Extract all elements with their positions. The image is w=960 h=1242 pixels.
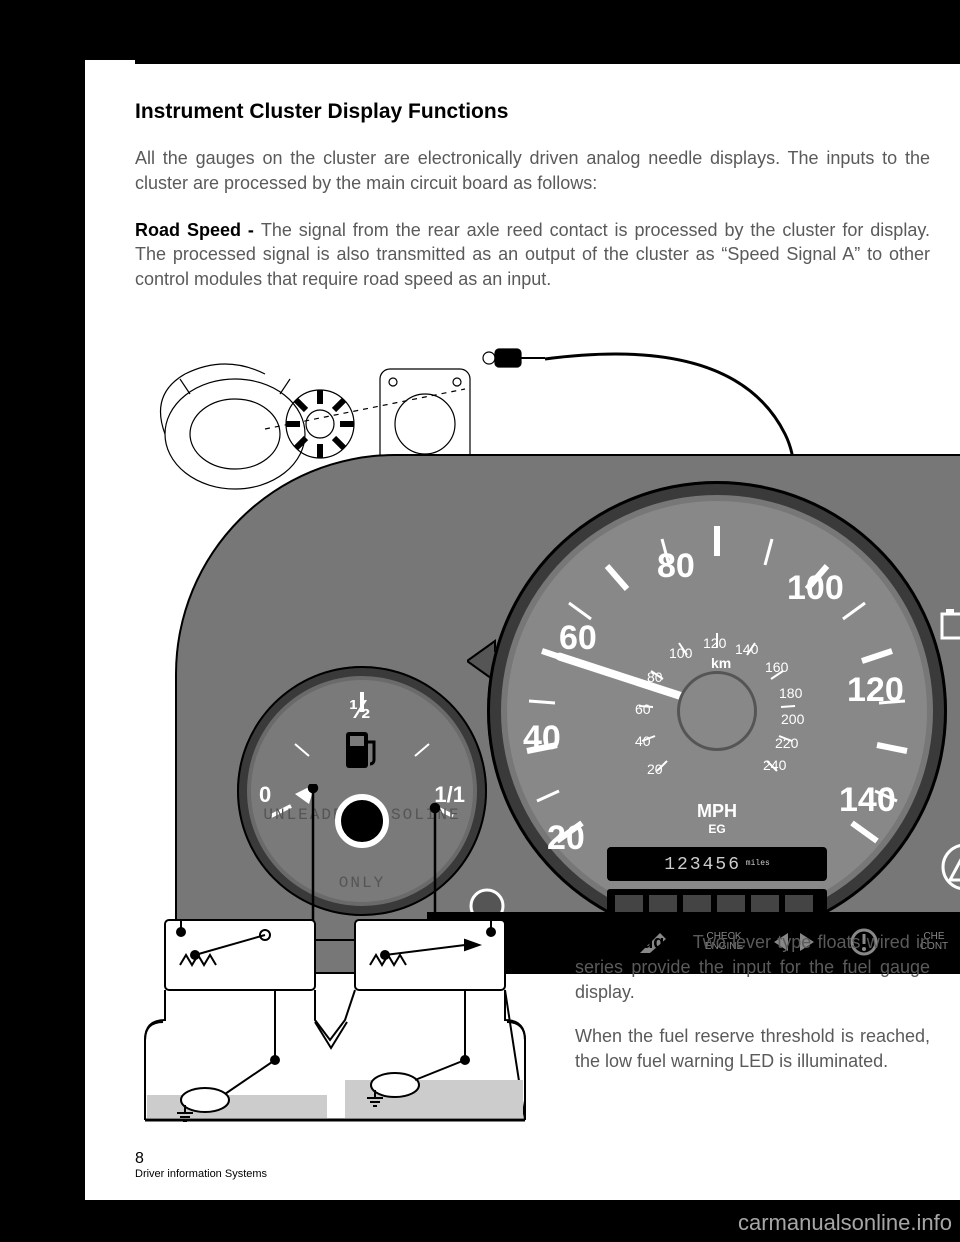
mph-text: MPH xyxy=(697,801,737,821)
section-heading: Instrument Cluster Display Functions xyxy=(135,100,930,124)
road-speed-paragraph: Road Speed - The signal from the rear ax… xyxy=(135,218,930,292)
intro-paragraph: All the gauges on the cluster are electr… xyxy=(135,146,930,196)
fuel-gauge-paragraph-1: Fuel Gauge - Two lever type floats wired… xyxy=(575,930,930,1004)
inner-180: 180 xyxy=(779,685,802,701)
inner-220: 220 xyxy=(775,735,798,751)
warning-triangle-icon xyxy=(940,842,960,892)
speedo-60: 60 xyxy=(559,619,597,658)
speedo-80: 80 xyxy=(657,547,695,586)
fuel-gauge-paragraph-2: When the fuel reserve threshold is reach… xyxy=(575,1024,930,1074)
watermark: carmanualsonline.info xyxy=(738,1210,952,1236)
fuel-pump-icon xyxy=(342,728,382,772)
fuel-float-diagram xyxy=(135,910,535,1130)
footer-text: Driver information Systems xyxy=(135,1168,267,1180)
inner-140: 140 xyxy=(735,641,758,657)
inner-40: 40 xyxy=(635,733,651,749)
inner-200: 200 xyxy=(781,711,804,727)
speedo-hub xyxy=(677,671,757,751)
manual-page: Instrument Cluster Display Functions All… xyxy=(85,60,960,1200)
odometer: 123456 miles 543.1 xyxy=(607,847,827,881)
content-area: Instrument Cluster Display Functions All… xyxy=(135,100,930,974)
odo-units: miles xyxy=(741,859,770,868)
speedometer: 20 40 60 80 100 120 140 xyxy=(487,481,947,941)
page-number: 8 xyxy=(135,1150,267,1168)
inner-120: 120 xyxy=(703,635,726,651)
inner-100: 100 xyxy=(669,645,692,661)
odo-total: 123456 xyxy=(664,855,741,875)
inner-60: 60 xyxy=(635,701,651,717)
top-rule xyxy=(135,60,960,64)
cluster-figure: 20 40 60 80 100 120 140 xyxy=(135,314,930,974)
speedo-40: 40 xyxy=(523,719,561,758)
road-speed-label: Road Speed - xyxy=(135,220,261,240)
speedo-unit-label: MPH EG xyxy=(487,801,947,836)
inner-20: 20 xyxy=(647,761,663,777)
speedo-100: 100 xyxy=(787,569,844,608)
fuel-gauge-text-block: Fuel Gauge - Two lever type floats wired… xyxy=(575,930,930,1094)
eg-text: EG xyxy=(487,822,947,836)
inner-240: 240 xyxy=(763,757,786,773)
inner-unit: km xyxy=(711,655,731,671)
fuel-gauge-label: Fuel Gauge - xyxy=(575,932,693,952)
speedo-120: 120 xyxy=(847,671,904,710)
page-footer: 8 Driver information Systems xyxy=(135,1150,267,1180)
inner-160: 160 xyxy=(765,659,788,675)
